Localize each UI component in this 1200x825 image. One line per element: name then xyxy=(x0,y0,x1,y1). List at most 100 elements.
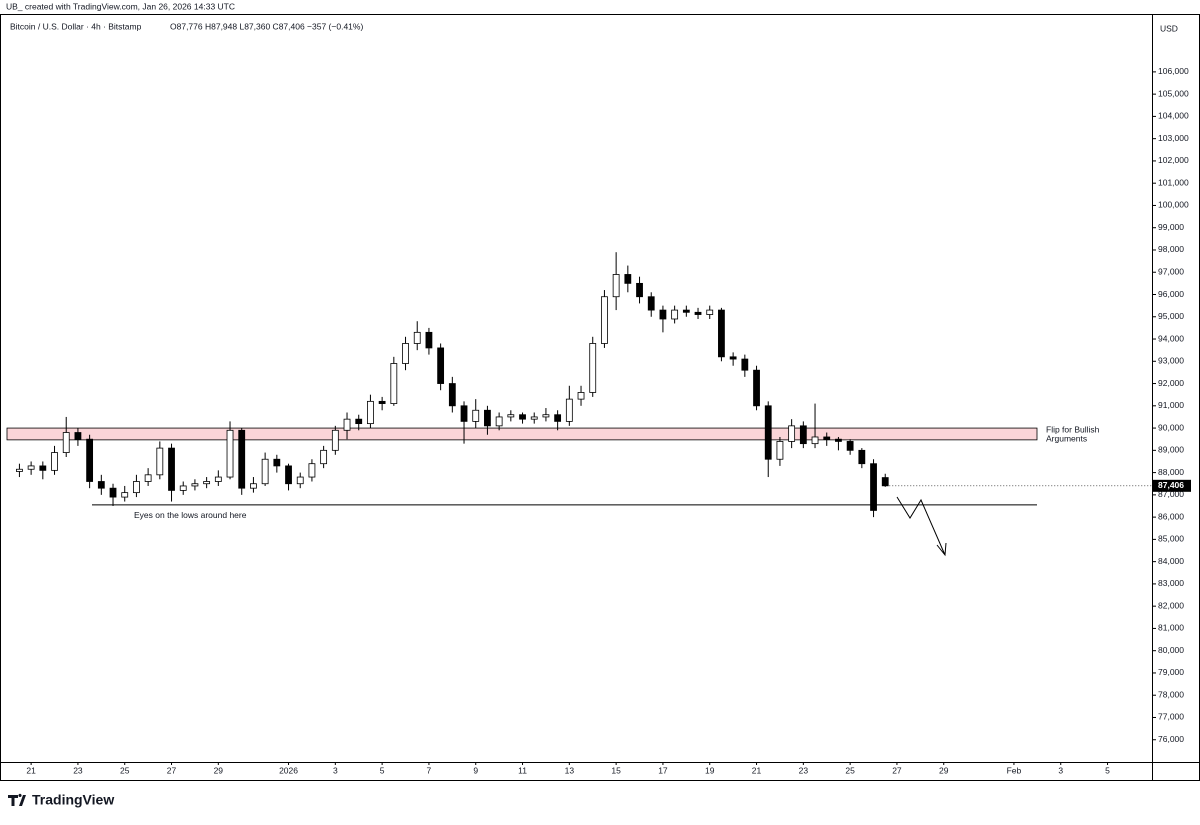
last-price-tag xyxy=(1153,479,1191,492)
credit: UB_ created with TradingView.com, Jan 26… xyxy=(6,1,235,11)
candle-body xyxy=(390,363,398,404)
candle-body xyxy=(694,311,702,315)
candle-body xyxy=(250,483,257,489)
x-tick-label: 25 xyxy=(845,765,855,775)
candle-body xyxy=(881,477,889,487)
y-tick-label: 91,000 xyxy=(1158,400,1184,410)
candle-body xyxy=(331,429,339,451)
candle-body xyxy=(144,474,152,482)
y-tick-label: 98,000 xyxy=(1158,244,1184,254)
y-tick-label: 106,000 xyxy=(1158,66,1189,76)
candle-body xyxy=(214,476,222,482)
zone xyxy=(6,427,1038,441)
candle-body xyxy=(682,309,690,313)
candle-body xyxy=(519,414,526,420)
y-tick-label: 93,000 xyxy=(1158,356,1184,366)
y-tick-label: 85,000 xyxy=(1158,534,1184,544)
y-tick-label: 87,000 xyxy=(1158,489,1184,499)
y-tick-label: 84,000 xyxy=(1158,556,1184,566)
y-tick-label: 80,000 xyxy=(1158,645,1184,655)
candle-body xyxy=(437,347,445,384)
candle-body xyxy=(121,492,129,498)
candle-body xyxy=(799,425,807,445)
y-tick-label: 100,000 xyxy=(1158,200,1189,210)
candle-body xyxy=(753,369,760,407)
candle-body xyxy=(460,405,468,422)
y-tick-label: 82,000 xyxy=(1158,600,1184,610)
candle-body xyxy=(343,418,351,431)
y-tick-label: 104,000 xyxy=(1158,111,1189,121)
candle-body xyxy=(472,409,480,422)
candle-body xyxy=(179,485,187,491)
y-tick-label: 86,000 xyxy=(1158,511,1184,521)
x-tick-label: 3 xyxy=(333,765,338,775)
candle-body xyxy=(308,463,316,478)
candle-body xyxy=(565,398,573,422)
candle-body xyxy=(671,309,679,320)
y-tick-label: 95,000 xyxy=(1158,311,1184,321)
y-tick-label: 77,000 xyxy=(1158,712,1184,722)
x-tick-label: 17 xyxy=(658,765,668,775)
candle-body xyxy=(238,429,246,489)
candle-body xyxy=(448,383,456,407)
y-tick-label: 97,000 xyxy=(1158,266,1184,276)
candle-body xyxy=(74,432,82,440)
candle-body xyxy=(835,438,842,442)
y-tick-label: 88,000 xyxy=(1158,467,1184,477)
candle-body xyxy=(659,309,667,320)
brand: TradingView xyxy=(32,792,114,808)
candle-body xyxy=(846,441,854,451)
x-tick-label: 15 xyxy=(611,765,621,775)
candle-body xyxy=(530,416,538,420)
y-tick-label: 92,000 xyxy=(1158,378,1184,388)
x-tick-label: 23 xyxy=(73,765,83,775)
candle-body xyxy=(86,438,94,482)
candle-body xyxy=(577,392,585,400)
candle-body xyxy=(203,481,211,485)
last-price-label: 87,406 xyxy=(1158,480,1184,490)
candle-body xyxy=(624,274,632,284)
x-tick-label: 5 xyxy=(380,765,385,775)
y-tick-label: 79,000 xyxy=(1158,667,1184,677)
candle-body xyxy=(97,481,105,489)
x-tick-label: 19 xyxy=(705,765,715,775)
y-tick-label: 94,000 xyxy=(1158,333,1184,343)
x-tick-label: 5 xyxy=(1105,765,1110,775)
candle-body xyxy=(636,282,643,298)
candle-body xyxy=(706,309,714,315)
y-tick-label: 83,000 xyxy=(1158,578,1184,588)
candle-body xyxy=(764,405,772,460)
candle-body xyxy=(741,358,749,371)
candle-body xyxy=(27,465,35,470)
candle-body xyxy=(296,476,304,485)
candle-body xyxy=(191,483,199,487)
y-tick-label: 102,000 xyxy=(1158,155,1189,165)
candle-body xyxy=(542,414,550,418)
candle-body xyxy=(16,468,23,472)
x-tick-label: 11 xyxy=(518,765,527,775)
candle-body xyxy=(402,343,409,364)
candle-body xyxy=(612,274,620,298)
candle-body xyxy=(776,441,784,460)
candle-body xyxy=(823,436,831,440)
y-tick-label: 105,000 xyxy=(1158,88,1189,98)
candle-body xyxy=(62,432,70,453)
candle-body xyxy=(133,481,140,494)
candle-body xyxy=(261,458,269,485)
y-tick-label: 78,000 xyxy=(1158,689,1184,699)
x-tick-label: 27 xyxy=(892,765,902,775)
x-tick-label: 29 xyxy=(214,765,224,775)
y-tick-label: 96,000 xyxy=(1158,289,1184,299)
candle-body xyxy=(51,452,58,471)
x-tick-label: 23 xyxy=(799,765,809,775)
candle-body xyxy=(554,414,562,422)
currency: USD xyxy=(1160,23,1178,33)
candle-body xyxy=(788,425,796,442)
candle-body xyxy=(156,447,164,476)
candle-body xyxy=(226,429,234,478)
candle-body xyxy=(425,331,433,349)
x-tick-label: 3 xyxy=(1058,765,1063,775)
candle-body xyxy=(484,409,491,427)
x-tick-label: 29 xyxy=(939,765,949,775)
